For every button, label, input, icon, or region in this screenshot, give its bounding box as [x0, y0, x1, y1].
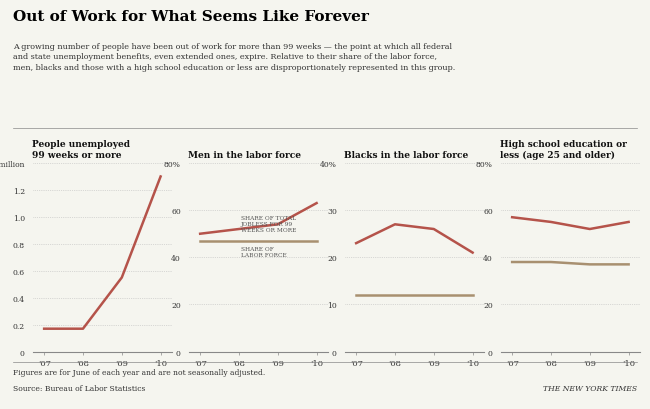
- Text: Figures are for June of each year and are not seasonally adjusted.: Figures are for June of each year and ar…: [13, 368, 265, 376]
- Text: Source: Bureau of Labor Statistics: Source: Bureau of Labor Statistics: [13, 384, 146, 393]
- Text: Out of Work for What Seems Like Forever: Out of Work for What Seems Like Forever: [13, 10, 369, 24]
- Text: THE NEW YORK TIMES: THE NEW YORK TIMES: [543, 384, 637, 393]
- Text: SHARE OF TOTAL
JOBLESS FOR 99
WEEKS OR MORE: SHARE OF TOTAL JOBLESS FOR 99 WEEKS OR M…: [241, 215, 296, 233]
- Text: Men in the labor force: Men in the labor force: [188, 151, 302, 160]
- Text: A growing number of people have been out of work for more than 99 weeks — the po: A growing number of people have been out…: [13, 43, 455, 72]
- Text: People unemployed
99 weeks or more: People unemployed 99 weeks or more: [32, 140, 131, 160]
- Text: SHARE OF
LABOR FORCE: SHARE OF LABOR FORCE: [241, 246, 287, 257]
- Text: Blacks in the labor force: Blacks in the labor force: [344, 151, 469, 160]
- Text: High school education or
less (age 25 and older): High school education or less (age 25 an…: [500, 140, 627, 160]
